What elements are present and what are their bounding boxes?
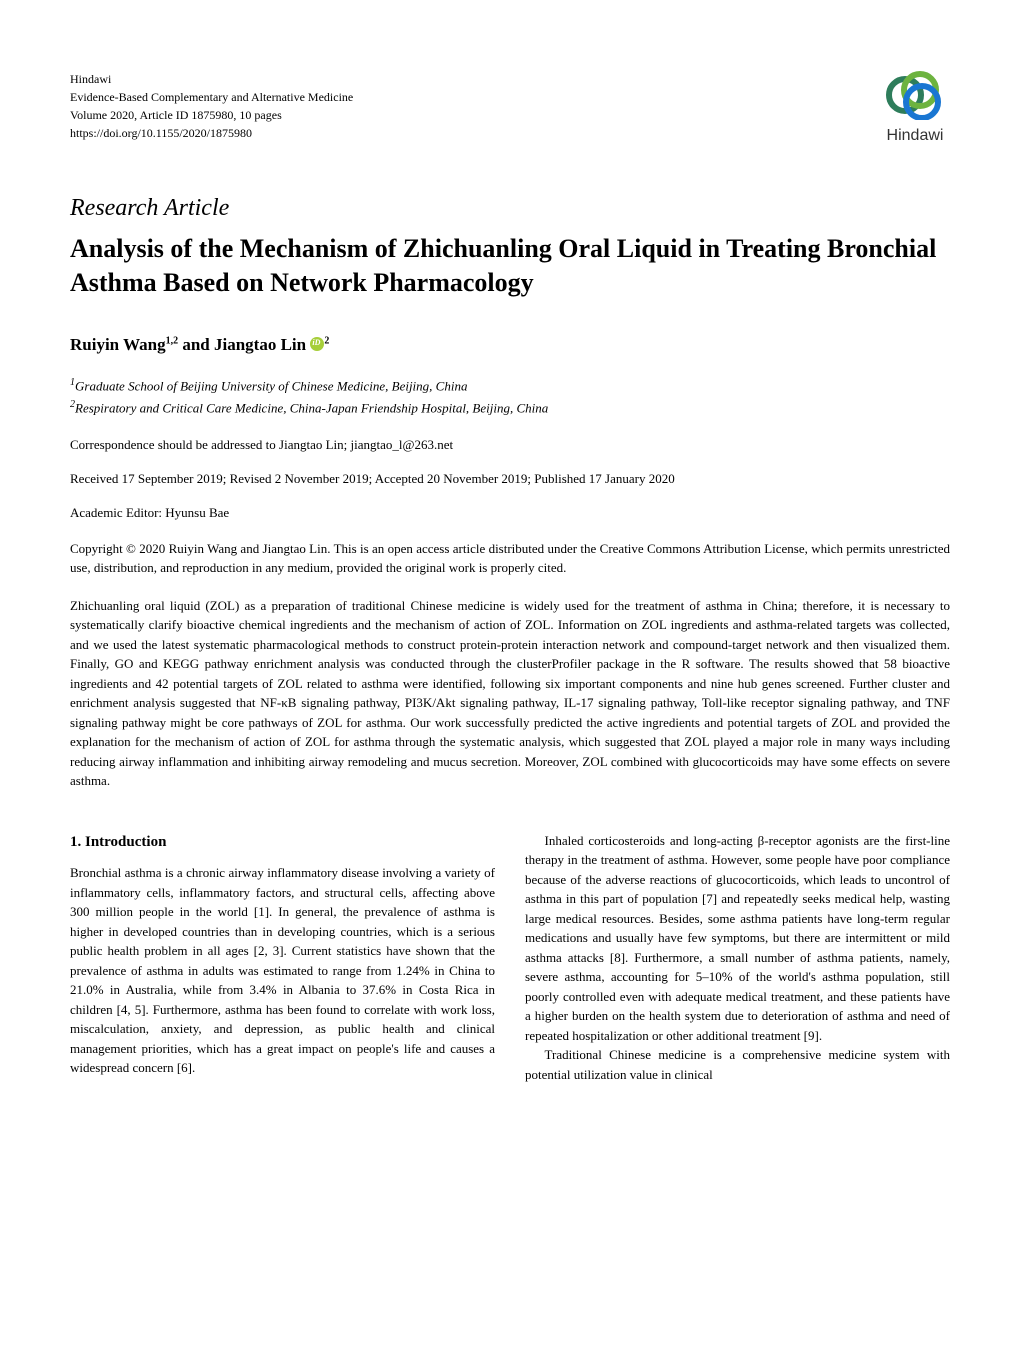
copyright-notice: Copyright © 2020 Ruiyin Wang and Jiangta… [70,539,950,578]
affiliation-1: 1Graduate School of Beijing University o… [70,375,950,397]
aff-1-text: Graduate School of Beijing University of… [75,378,467,393]
publisher-name: Hindawi [70,70,353,88]
volume-line: Volume 2020, Article ID 1875980, 10 page… [70,106,353,124]
journal-name: Evidence-Based Complementary and Alterna… [70,88,353,106]
header-meta: Hindawi Evidence-Based Complementary and… [70,70,353,142]
author-1: Ruiyin Wang [70,335,166,354]
affiliations: 1Graduate School of Beijing University o… [70,375,950,419]
intro-paragraph-2: Inhaled corticosteroids and long-acting … [525,831,950,1046]
orcid-icon[interactable] [310,337,324,351]
authors-line: Ruiyin Wang1,2 and Jiangtao Lin 2 [70,335,950,355]
intro-paragraph-1: Bronchial asthma is a chronic airway inf… [70,863,495,1078]
correspondence: Correspondence should be addressed to Ji… [70,437,950,453]
page-header: Hindawi Evidence-Based Complementary and… [70,70,950,145]
affiliation-2: 2Respiratory and Critical Care Medicine,… [70,397,950,419]
aff-2-text: Respiratory and Critical Care Medicine, … [75,400,548,415]
author-2-sup: 2 [324,335,329,346]
author-connector: and Jiangtao Lin [178,335,306,354]
article-dates: Received 17 September 2019; Revised 2 No… [70,471,950,487]
intro-paragraph-3: Traditional Chinese medicine is a compre… [525,1045,950,1084]
right-column: Inhaled corticosteroids and long-acting … [525,831,950,1085]
body-columns: 1. Introduction Bronchial asthma is a ch… [70,831,950,1085]
left-column: 1. Introduction Bronchial asthma is a ch… [70,831,495,1085]
author-1-sup: 1,2 [166,335,179,346]
doi-link[interactable]: https://doi.org/10.1155/2020/1875980 [70,124,353,142]
abstract: Zhichuanling oral liquid (ZOL) as a prep… [70,596,950,791]
article-title: Analysis of the Mechanism of Zhichuanlin… [70,232,950,300]
academic-editor: Academic Editor: Hyunsu Bae [70,505,950,521]
article-type: Research Article [70,195,950,222]
section-heading-intro: 1. Introduction [70,831,495,854]
publisher-logo: Hindawi [880,70,950,145]
hindawi-logo-icon [880,70,950,120]
logo-text: Hindawi [880,127,950,145]
